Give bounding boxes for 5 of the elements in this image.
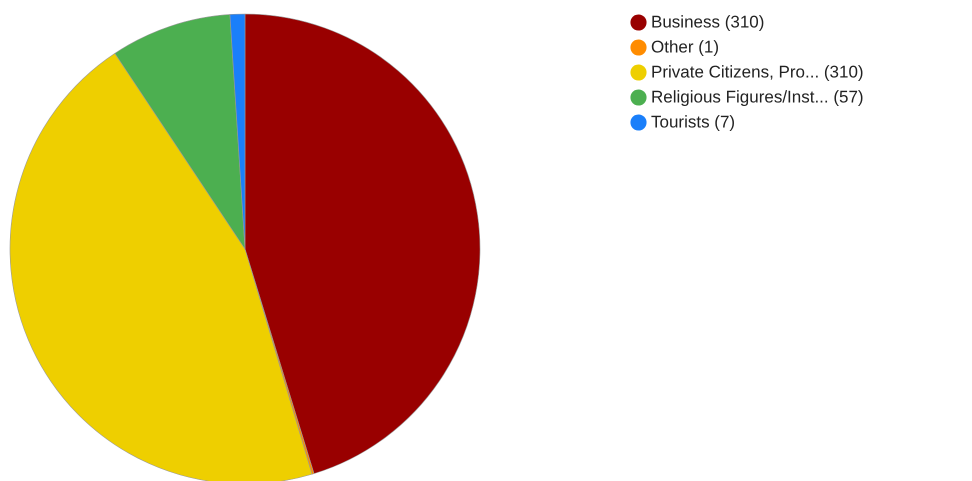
legend-label: Private Citizens, Pro... (310) [651,62,864,82]
legend-label: Other (1) [651,38,720,56]
legend-label: Business (310) [651,12,764,32]
legend-label: Tourists (7) [651,112,736,132]
legend-label: Religious Figures/Inst... (57) [651,88,864,106]
